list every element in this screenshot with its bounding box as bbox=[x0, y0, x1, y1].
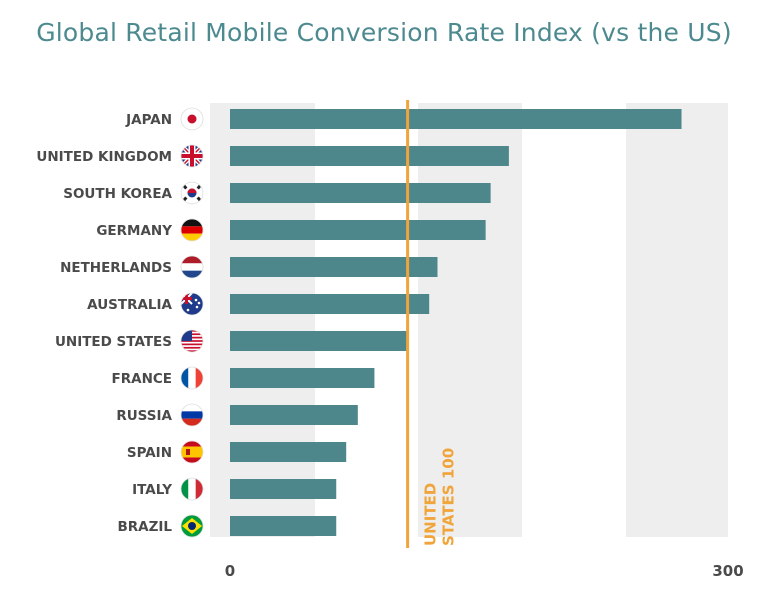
category-label: JAPAN bbox=[125, 112, 172, 128]
netherlands-flag-icon bbox=[180, 255, 204, 279]
category-label: SPAIN bbox=[127, 445, 172, 461]
x-tick-label: 0 bbox=[225, 562, 235, 580]
category-label: ITALY bbox=[132, 482, 172, 498]
uk-flag-icon bbox=[180, 144, 204, 168]
reference-line-label: UNITED bbox=[422, 483, 440, 546]
bar bbox=[230, 257, 438, 277]
category-label: GERMANY bbox=[96, 223, 172, 239]
russia-flag-icon bbox=[180, 403, 204, 427]
category-label: NETHERLANDS bbox=[60, 260, 172, 276]
bar bbox=[230, 294, 430, 314]
bar bbox=[230, 220, 486, 240]
bar bbox=[230, 109, 682, 129]
category-label: BRAZIL bbox=[117, 519, 172, 535]
bar bbox=[230, 331, 408, 351]
bar bbox=[230, 442, 347, 462]
x-tick-label: 300 bbox=[712, 562, 743, 580]
x-axis-ticks: 0 300 bbox=[225, 562, 744, 580]
bar-group bbox=[230, 109, 682, 536]
chart-title: Global Retail Mobile Conversion Rate Ind… bbox=[36, 18, 732, 47]
bar bbox=[230, 368, 375, 388]
reference-line-label: STATES 100 bbox=[440, 448, 458, 546]
spain-flag-icon bbox=[180, 440, 204, 464]
category-label: FRANCE bbox=[112, 371, 173, 387]
category-label: SOUTH KOREA bbox=[63, 186, 172, 202]
bar bbox=[230, 146, 509, 166]
bar bbox=[230, 183, 491, 203]
flag-icons bbox=[180, 107, 204, 538]
japan-flag-icon bbox=[180, 107, 204, 131]
brazil-flag-icon bbox=[180, 514, 204, 538]
category-label: UNITED KINGDOM bbox=[36, 149, 172, 165]
bar bbox=[230, 405, 358, 425]
south-korea-flag-icon bbox=[180, 181, 204, 205]
grid-band bbox=[210, 103, 315, 537]
germany-flag-icon bbox=[180, 218, 204, 242]
background-bands bbox=[210, 103, 728, 537]
italy-flag-icon bbox=[180, 477, 204, 501]
france-flag-icon bbox=[180, 366, 204, 390]
category-label: UNITED STATES bbox=[55, 334, 172, 350]
bar bbox=[230, 516, 337, 536]
bar bbox=[230, 479, 337, 499]
grid-band bbox=[418, 103, 522, 537]
australia-flag-icon bbox=[180, 292, 204, 316]
category-labels: JAPAN UNITED KINGDOM SOUTH KOREA GERMANY NET… bbox=[36, 112, 172, 535]
reference-line-group: UNITED STATES 100 bbox=[406, 100, 458, 548]
usa-flag-icon bbox=[180, 329, 204, 353]
category-label: RUSSIA bbox=[116, 408, 172, 424]
category-label: AUSTRALIA bbox=[87, 297, 172, 313]
grid-band bbox=[626, 103, 728, 537]
